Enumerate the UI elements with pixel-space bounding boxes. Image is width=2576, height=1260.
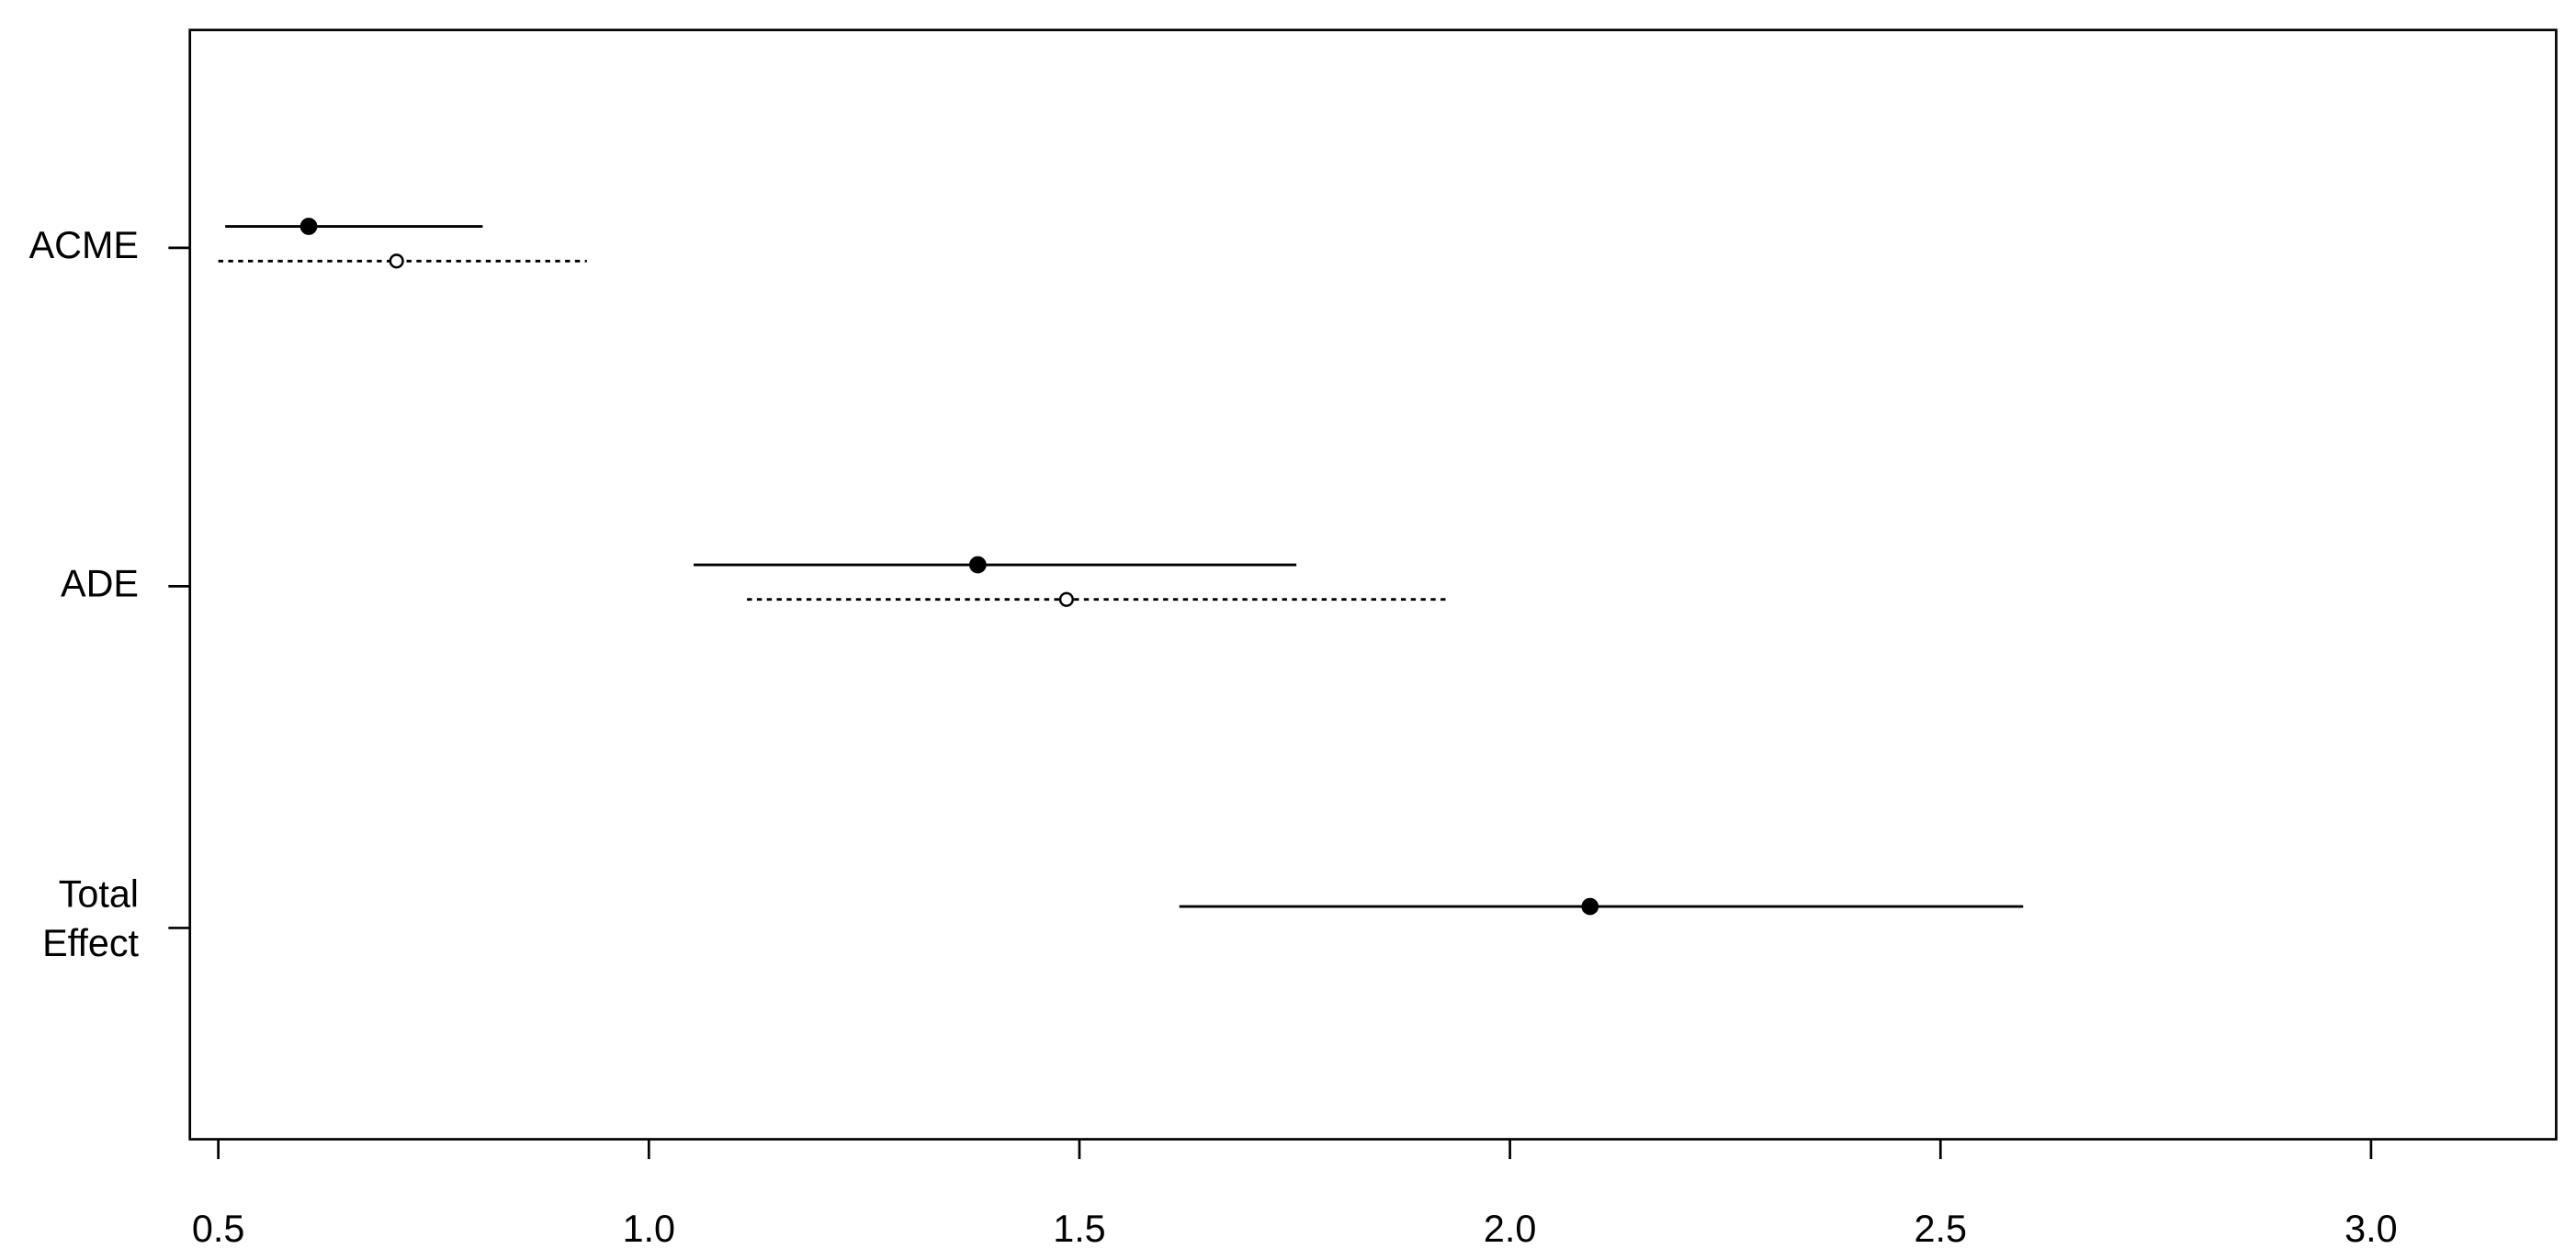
x-tick-label: 2.5 [1915,1208,1967,1250]
x-tick-label: 1.0 [623,1208,675,1250]
x-tick-label: 2.0 [1484,1208,1536,1250]
plot-frame [188,28,2558,1141]
x-tick-label: 0.5 [192,1208,244,1250]
point [1058,591,1074,607]
x-tick-label: 3.0 [2344,1208,2397,1250]
x-tick-label: 1.5 [1053,1208,1105,1250]
point [1581,897,1599,916]
point [968,556,987,574]
y-tick-label: Total Effect [42,872,139,964]
point [299,218,318,235]
y-tick-label: ACME [29,224,139,266]
y-tick-label: ADE [61,562,139,604]
point [389,253,404,269]
